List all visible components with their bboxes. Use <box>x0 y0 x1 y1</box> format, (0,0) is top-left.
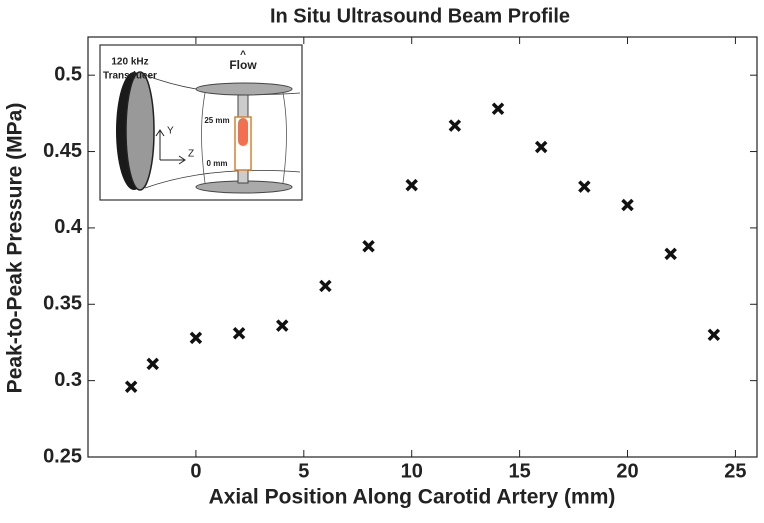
axes-icon <box>155 129 186 165</box>
x-tick-label: 20 <box>616 460 638 482</box>
data-point <box>707 328 721 342</box>
x-tick-label: 0 <box>190 460 201 482</box>
data-point <box>621 198 634 212</box>
x-tick-label: 25 <box>724 460 746 482</box>
x-tick-label: 5 <box>298 460 309 482</box>
x-tick-label: 10 <box>401 460 423 482</box>
x-tick-label: 15 <box>508 460 530 482</box>
inset-label: 120 kHz <box>111 57 148 68</box>
data-point <box>232 327 246 340</box>
container-sides <box>201 92 287 184</box>
data-point <box>124 380 138 393</box>
data-point <box>448 119 462 132</box>
data-point <box>664 247 677 261</box>
data-point <box>362 239 375 253</box>
inset-label: 0 mm <box>207 159 228 168</box>
top-plate <box>195 82 293 96</box>
data-point <box>491 102 505 116</box>
tube-bottom <box>237 169 249 184</box>
inset-label: Flow <box>229 58 257 72</box>
chart-title: In Situ Ultrasound Beam Profile <box>270 5 570 27</box>
data-point <box>146 357 159 371</box>
data-point <box>534 140 548 154</box>
artery-sample <box>238 118 248 146</box>
y-tick-label: 0.4 <box>54 216 83 238</box>
inset-label: Z <box>188 149 194 160</box>
transducer-face <box>125 71 155 191</box>
y-tick-label: 0.3 <box>54 369 82 391</box>
y-tick-label: 0.5 <box>54 63 82 85</box>
tube-top <box>237 94 249 118</box>
inset-label: Y <box>167 126 174 137</box>
data-point <box>319 279 332 293</box>
data-point <box>405 178 418 192</box>
y-axis-label: Peak-to-Peak Pressure (MPa) <box>4 103 27 394</box>
artery <box>234 116 252 171</box>
x-axis-label: Axial Position Along Carotid Artery (mm) <box>209 486 616 509</box>
inset-label: 25 mm <box>204 116 229 125</box>
y-tick-label: 0.35 <box>43 293 82 315</box>
data-point <box>275 319 289 332</box>
y-tick-label: 0.25 <box>43 445 82 467</box>
data-point <box>578 180 591 193</box>
flow-arrow: ^ <box>240 50 246 61</box>
plot-area: 0.25 0.3 0.35 0.4 0.45 0.5 0 5 10 15 20 25 <box>43 36 758 482</box>
inset-diagram: 120 kHz Transducer Flow ^ 25 mm 0 mm Y Z <box>99 44 303 201</box>
data-point <box>189 331 203 345</box>
inset-label: Transducer <box>103 71 157 82</box>
y-tick-label: 0.45 <box>43 140 82 162</box>
axes-frame <box>87 36 758 458</box>
